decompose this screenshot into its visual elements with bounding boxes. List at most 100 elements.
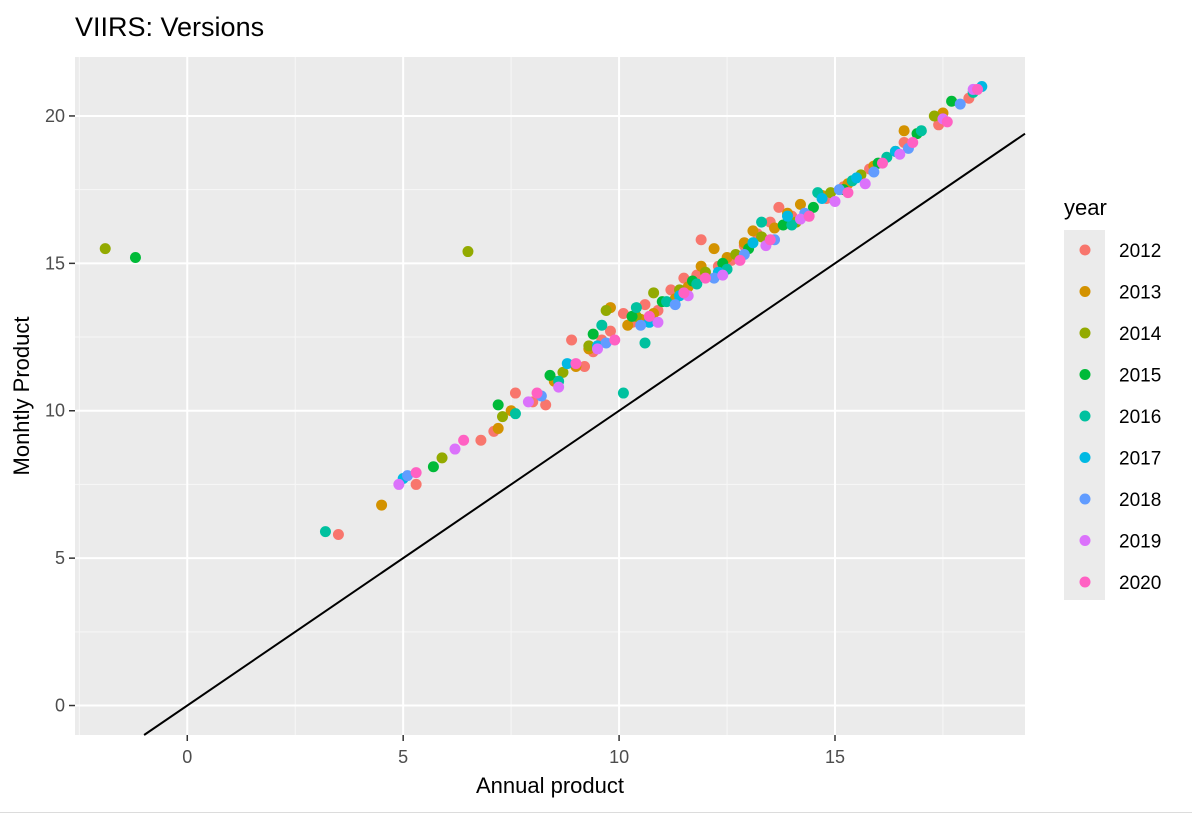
data-point-2018 xyxy=(868,166,880,178)
data-point-2015 xyxy=(587,328,599,340)
legend-label-2017: 2017 xyxy=(1119,449,1161,470)
chart-title: VIIRS: Versions xyxy=(75,12,264,42)
data-point-2014 xyxy=(436,452,448,464)
legend-label-2019: 2019 xyxy=(1119,532,1161,553)
data-point-2019 xyxy=(859,178,871,190)
data-point-2017 xyxy=(816,192,828,204)
legend-label-2020: 2020 xyxy=(1119,573,1161,594)
data-point-2013 xyxy=(492,422,504,434)
x-tick-label: 0 xyxy=(182,747,192,767)
data-point-2013 xyxy=(794,198,806,210)
data-point-2012 xyxy=(678,272,690,284)
data-point-2012 xyxy=(773,201,785,213)
data-point-2018 xyxy=(402,470,413,482)
data-point-2020 xyxy=(764,234,776,246)
data-point-2012 xyxy=(475,434,487,446)
data-point-2019 xyxy=(393,478,405,490)
data-point-2016 xyxy=(509,408,521,420)
data-point-2015 xyxy=(777,219,789,231)
data-point-2014 xyxy=(825,187,837,199)
grid-major xyxy=(75,57,1025,735)
data-point-2012 xyxy=(566,334,578,346)
data-point-2015 xyxy=(807,201,819,213)
data-point-2014 xyxy=(99,243,111,255)
data-point-2020 xyxy=(570,358,582,370)
y-tick-label: 0 xyxy=(55,696,65,716)
identity-reference-line xyxy=(143,132,1026,736)
data-point-2020 xyxy=(803,210,815,222)
y-tick-label: 10 xyxy=(45,401,65,421)
data-point-2013 xyxy=(376,499,388,511)
legend-key-2018 xyxy=(1079,493,1091,505)
data-point-2018 xyxy=(600,337,612,349)
data-point-2019 xyxy=(553,381,565,393)
data-point-2012 xyxy=(665,284,677,296)
data-point-2015 xyxy=(129,251,141,263)
data-point-2014 xyxy=(557,366,569,378)
x-tick-label: 10 xyxy=(609,747,629,767)
data-point-2019 xyxy=(829,195,841,207)
legend-key-2019 xyxy=(1079,535,1091,546)
y-axis-ticks: 0 5 10 15 20 xyxy=(45,106,75,716)
bottom-divider xyxy=(0,812,1192,813)
data-point-2015 xyxy=(626,310,638,322)
data-point-2020 xyxy=(877,157,888,169)
data-point-2020 xyxy=(609,334,621,346)
data-point-2012 xyxy=(410,478,422,490)
data-point-2014 xyxy=(928,110,940,122)
legend-entries: 2012 2013 2014 2015 2016 2017 2018 2019 2020 xyxy=(1079,241,1162,594)
legend-label-2015: 2015 xyxy=(1119,366,1161,387)
data-point-2020 xyxy=(643,310,655,322)
x-tick-label: 15 xyxy=(825,747,845,767)
data-point-2012 xyxy=(540,399,552,411)
data-point-2013 xyxy=(769,222,781,234)
legend-title: year xyxy=(1064,195,1107,220)
data-point-2020 xyxy=(734,254,746,266)
data-point-2012 xyxy=(332,529,344,541)
data-point-2019 xyxy=(592,343,603,355)
data-point-2012 xyxy=(604,325,616,337)
data-point-2016 xyxy=(786,219,798,231)
data-point-2012 xyxy=(617,307,629,319)
data-point-2016 xyxy=(617,387,629,399)
data-point-2015 xyxy=(492,399,504,411)
data-point-2013 xyxy=(708,243,720,255)
data-point-2018 xyxy=(635,319,647,331)
data-point-2020 xyxy=(531,387,543,399)
data-point-2020 xyxy=(842,187,854,199)
data-point-2020 xyxy=(458,434,470,446)
legend-key-2016 xyxy=(1079,410,1091,422)
x-axis-ticks: 0 5 10 15 xyxy=(182,735,845,767)
legend-key-2020 xyxy=(1079,576,1091,588)
data-point-2020 xyxy=(410,467,422,479)
data-point-2014 xyxy=(600,305,612,317)
legend-label-2013: 2013 xyxy=(1119,283,1161,304)
legend-label-2014: 2014 xyxy=(1119,324,1162,345)
data-point-2019 xyxy=(717,269,729,281)
data-point-2014 xyxy=(648,287,660,299)
data-point-2016 xyxy=(639,337,651,349)
legend-key-2013 xyxy=(1079,286,1091,297)
data-point-2017 xyxy=(782,210,793,222)
data-point-2014 xyxy=(462,246,474,258)
data-point-2019 xyxy=(652,316,664,328)
data-point-2016 xyxy=(691,278,703,290)
data-point-2018 xyxy=(708,272,720,284)
data-point-2020 xyxy=(678,287,690,299)
legend-key-2017 xyxy=(1079,452,1091,463)
data-point-2018 xyxy=(954,98,966,110)
data-point-2012 xyxy=(695,234,707,246)
data-point-2015 xyxy=(427,461,439,473)
data-point-2019 xyxy=(894,148,906,160)
legend-key-2012 xyxy=(1079,244,1091,256)
data-point-2017 xyxy=(851,172,863,184)
data-point-2016 xyxy=(756,216,768,228)
data-point-2020 xyxy=(941,116,953,128)
data-point-2017 xyxy=(747,237,759,249)
data-point-2016 xyxy=(661,296,673,308)
data-point-2018 xyxy=(833,184,845,196)
data-points xyxy=(99,80,988,541)
data-point-2020 xyxy=(699,272,711,284)
data-point-2016 xyxy=(319,526,331,538)
data-point-2018 xyxy=(669,299,681,311)
